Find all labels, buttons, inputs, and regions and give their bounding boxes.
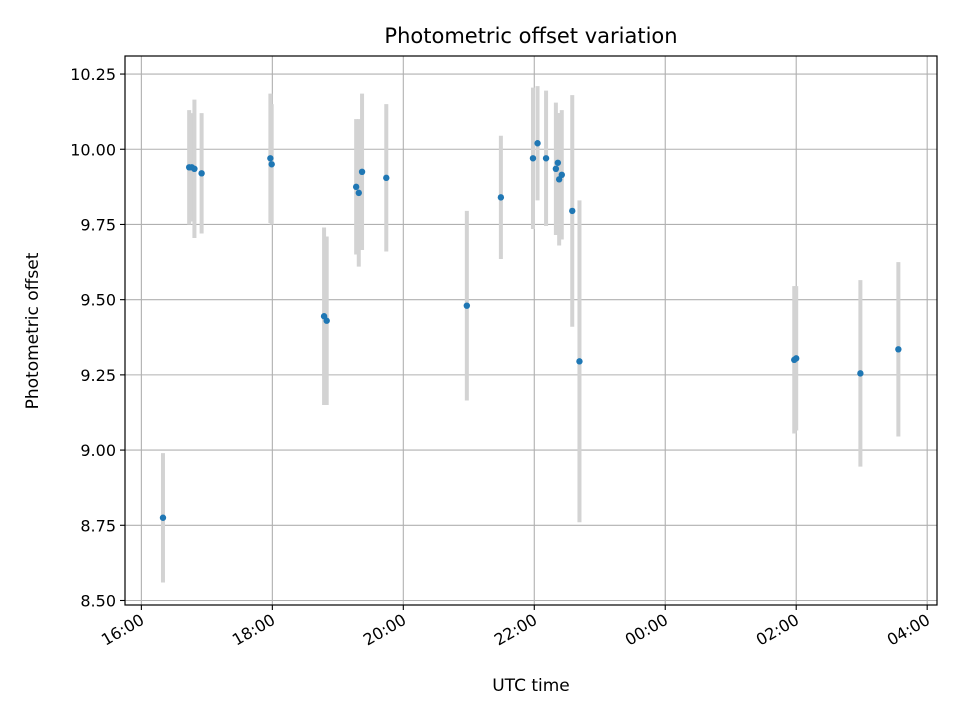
y-axis-ticks: 8.50 8.75 9.00 9.25 9.50 9.75 10.00 10.25 (70, 65, 125, 610)
plot-frame (124, 55, 938, 606)
y-tick-label: 8.50 (80, 591, 116, 610)
data-point (576, 358, 583, 365)
data-point (497, 194, 505, 201)
data-point (569, 207, 576, 215)
chart-title: Photometric offset variation (384, 24, 677, 48)
y-tick-label: 9.00 (80, 441, 116, 460)
x-axis-label: UTC time (492, 676, 570, 696)
data-point (358, 168, 366, 176)
data-point (383, 174, 390, 182)
data-point (552, 165, 560, 173)
data-point (857, 370, 864, 377)
data-point (191, 165, 198, 173)
y-tick-label: 10.00 (70, 140, 116, 159)
data-point (529, 155, 537, 162)
data-point (355, 189, 362, 197)
data-point (352, 183, 360, 191)
data-point (793, 355, 800, 362)
data-point (463, 302, 471, 309)
data-point (895, 346, 902, 353)
y-tick-label: 9.75 (80, 215, 116, 234)
data-point (268, 161, 275, 168)
data-point (534, 140, 541, 147)
data-point (267, 155, 274, 162)
data-points (159, 140, 902, 521)
y-tick-label: 9.25 (80, 366, 116, 385)
data-point (323, 317, 330, 324)
data-point (558, 171, 565, 179)
data-point (554, 159, 562, 166)
data-point (198, 170, 205, 177)
y-tick-label: 9.50 (80, 291, 116, 310)
y-axis-label: Photometric offset (23, 252, 43, 409)
data-point (159, 514, 167, 521)
data-point (542, 155, 550, 162)
y-tick-label: 8.75 (80, 516, 116, 535)
y-tick-label: 10.25 (70, 65, 116, 84)
